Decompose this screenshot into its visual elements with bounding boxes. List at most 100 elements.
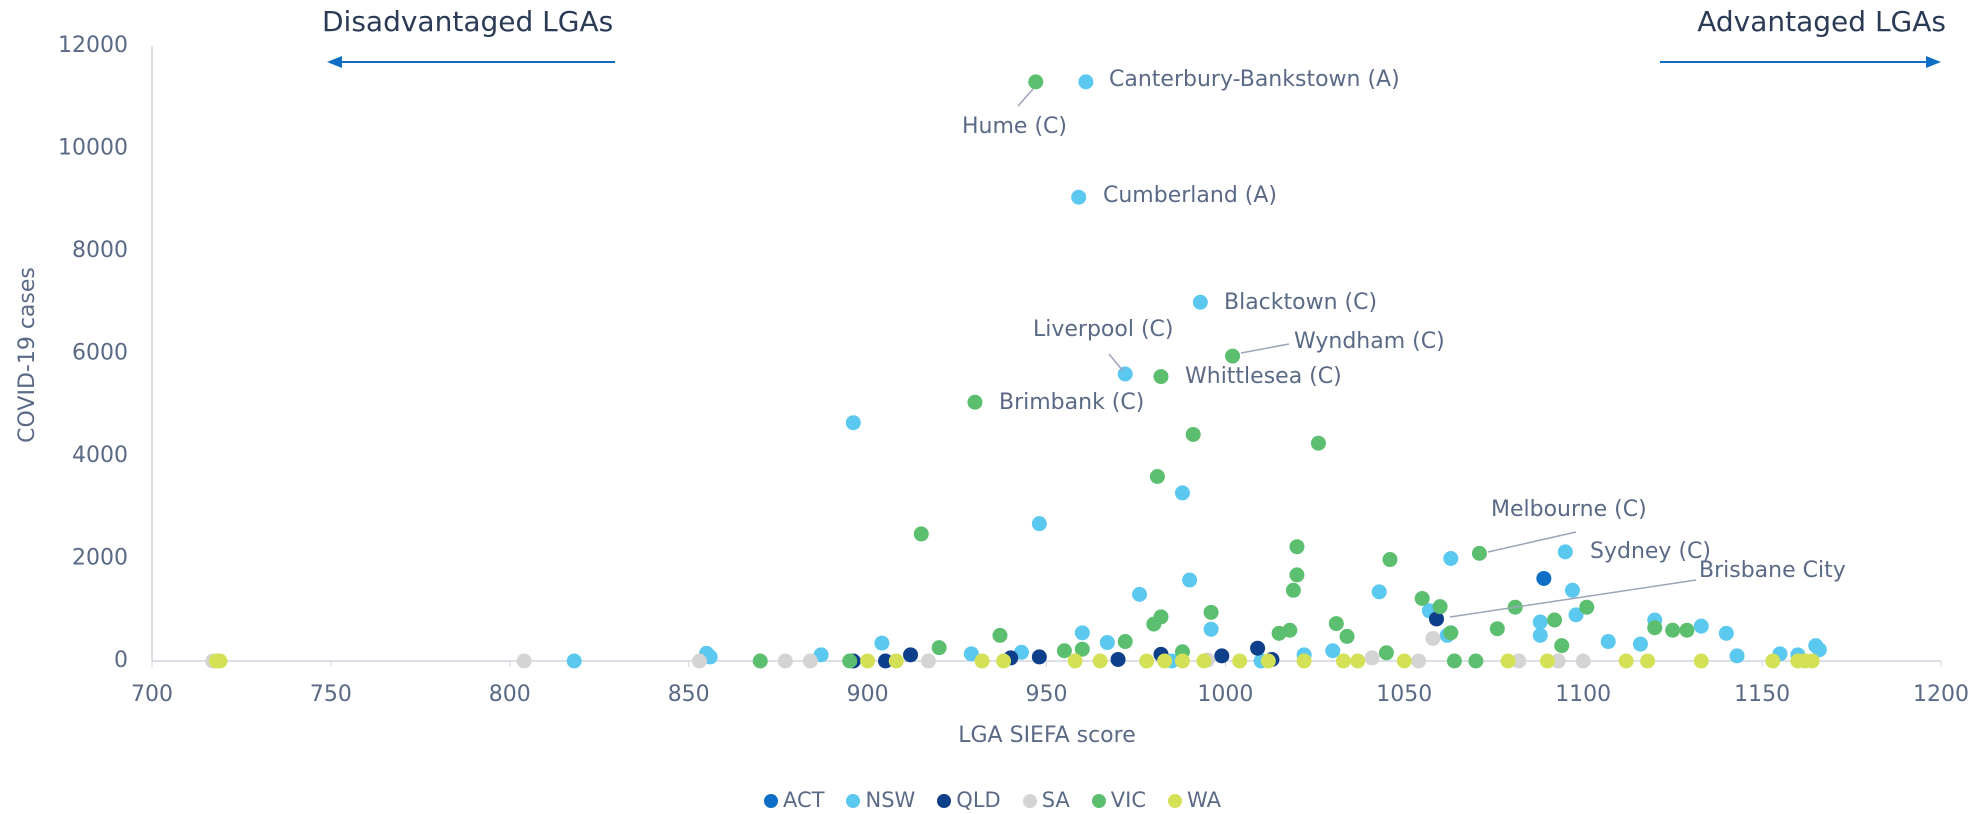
y-tick-label: 6000 (72, 341, 128, 366)
point (1579, 599, 1595, 615)
y-axis-title: COVID-19 cases (15, 267, 40, 443)
legend-item: WA (1168, 788, 1221, 812)
point (1117, 366, 1133, 382)
x-tick-label: 750 (310, 682, 352, 707)
point (212, 653, 228, 669)
point (1310, 435, 1326, 451)
point (1647, 620, 1663, 636)
x-tick-label: 850 (668, 682, 710, 707)
point (1250, 640, 1266, 656)
annotation: Canterbury-Bankstown (A) (1109, 67, 1400, 92)
legend-item: NSW (846, 788, 915, 812)
point (691, 653, 707, 669)
point (974, 653, 990, 669)
point (1568, 607, 1584, 623)
legend-label: SA (1041, 788, 1070, 812)
x-tick-label: 1150 (1734, 682, 1790, 707)
x-tick-label: 1000 (1197, 682, 1253, 707)
y-tick-label: 12000 (58, 33, 128, 58)
point (1214, 648, 1230, 664)
point (1600, 634, 1616, 650)
point (877, 653, 893, 669)
leader-line (1449, 579, 1697, 618)
point (1382, 552, 1398, 568)
point (1339, 628, 1355, 644)
legend: ACT NSW QLD SA VIC WA (0, 788, 1985, 812)
x-tick-label: 1050 (1376, 682, 1432, 707)
point (1575, 653, 1591, 669)
point (1446, 653, 1462, 669)
arrow-head (1926, 56, 1941, 68)
point (920, 653, 936, 669)
legend-label: WA (1187, 788, 1222, 812)
point (752, 653, 768, 669)
legend-item: VIC (1091, 788, 1147, 812)
point (1557, 544, 1573, 560)
point (1157, 653, 1173, 669)
point (992, 627, 1008, 643)
point (1414, 590, 1430, 606)
point (1532, 627, 1548, 643)
point (1146, 616, 1162, 632)
point (1182, 572, 1198, 588)
point (1099, 635, 1115, 651)
annotation: Liverpool (C) (1033, 317, 1174, 342)
point (1550, 653, 1566, 669)
point (1804, 653, 1820, 669)
leader-line (1240, 343, 1290, 354)
point (1031, 516, 1047, 532)
x-tick-label: 1200 (1913, 682, 1969, 707)
point (1765, 653, 1781, 669)
x-tick-label: 700 (131, 682, 173, 707)
point (845, 415, 861, 431)
point (1729, 648, 1745, 664)
point (1471, 545, 1487, 561)
point (1378, 645, 1394, 661)
point (1618, 653, 1634, 669)
point (874, 635, 890, 651)
annotation: Wyndham (C) (1294, 329, 1445, 354)
point (1371, 584, 1387, 600)
point (1547, 612, 1563, 628)
point (1443, 551, 1459, 566)
point (1174, 653, 1190, 669)
point (888, 653, 904, 669)
point (1411, 653, 1427, 669)
y-tick-label: 4000 (72, 443, 128, 468)
legend-swatch (1022, 794, 1037, 808)
point (1067, 653, 1083, 669)
x-tick-label: 950 (1026, 682, 1068, 707)
arrow-head (327, 56, 342, 68)
point (1364, 650, 1380, 666)
point (1185, 426, 1201, 442)
x-tick-label: 1100 (1555, 682, 1611, 707)
legend-swatch (1168, 794, 1183, 808)
point (1350, 653, 1366, 669)
y-tick-label: 0 (114, 648, 128, 673)
point (996, 653, 1012, 669)
legend-label: VIC (1110, 788, 1147, 812)
leader-line (1108, 353, 1124, 372)
point (1564, 582, 1580, 598)
point (1285, 582, 1301, 598)
point (566, 653, 582, 669)
point (1071, 189, 1087, 205)
legend-label: NSW (865, 788, 916, 812)
point (777, 653, 793, 669)
legend-label: ACT (782, 788, 825, 812)
x-tick-label: 900 (847, 682, 889, 707)
point (1429, 611, 1445, 627)
chart: LGA SIEFA score COVID-19 cases Disadvant… (15, 5, 1969, 748)
point (1296, 653, 1312, 669)
point (1693, 653, 1709, 669)
point (967, 394, 983, 410)
point (1511, 653, 1527, 669)
y-tick-label: 2000 (72, 546, 128, 571)
point (1196, 653, 1212, 669)
annotation: Sydney (C) (1590, 539, 1711, 564)
annotation: Hume (C) (962, 114, 1067, 139)
legend-item: ACT (763, 788, 825, 812)
point (1532, 614, 1548, 630)
point (1117, 634, 1133, 650)
